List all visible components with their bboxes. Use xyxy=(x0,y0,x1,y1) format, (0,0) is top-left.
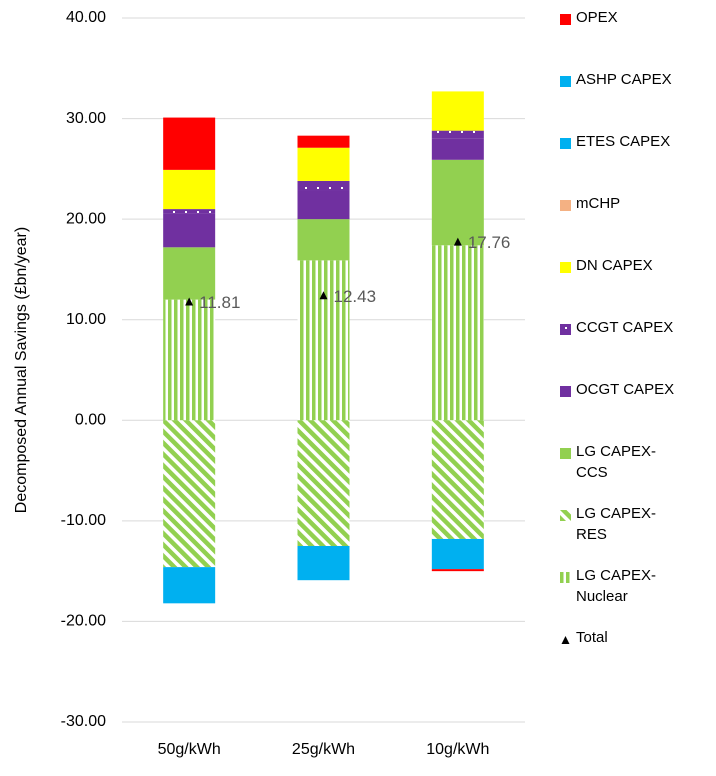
bar-segment xyxy=(431,538,484,570)
x-tick-label: 10g/kWh xyxy=(426,741,489,758)
legend-label: OCGT CAPEX xyxy=(576,381,675,398)
bar-segment xyxy=(163,247,216,300)
total-marker xyxy=(319,291,328,300)
y-tick-label: -20.00 xyxy=(61,613,106,630)
legend-label: Total xyxy=(576,629,608,646)
y-tick-label: 40.00 xyxy=(66,9,106,26)
y-tick-label: 10.00 xyxy=(66,311,106,328)
total-marker xyxy=(453,237,462,246)
bar-segment xyxy=(163,213,216,248)
legend-item: OPEX xyxy=(560,8,618,28)
legend-label: mCHP xyxy=(576,195,621,212)
bar-segment xyxy=(163,117,216,170)
bar-segment xyxy=(431,138,484,160)
bar-segment xyxy=(431,130,484,139)
legend-swatch xyxy=(560,446,571,459)
bar-segment xyxy=(297,180,350,191)
bar-segment xyxy=(431,245,484,421)
y-tick-label: 30.00 xyxy=(66,110,106,127)
x-tick-label: 50g/kWh xyxy=(158,741,221,758)
legend-item: ETES CAPEX xyxy=(560,132,670,152)
bar-segment xyxy=(163,209,216,214)
bar-segment xyxy=(297,190,350,220)
legend-label: LG CAPEX-Nuclear xyxy=(576,567,657,605)
total-label: 12.43 xyxy=(334,287,377,306)
bar-segment xyxy=(297,135,350,148)
legend-swatch xyxy=(560,508,571,521)
total-marker xyxy=(185,297,194,306)
bar-segment xyxy=(163,299,216,421)
legend-label: ASHP CAPEX xyxy=(576,71,672,88)
legend-label: ETES CAPEX xyxy=(576,133,671,150)
chart: Decomposed Annual Savings (£bn/year) -30… xyxy=(13,9,525,758)
legend-swatch xyxy=(560,322,571,335)
bar-segment xyxy=(297,260,350,421)
legend-item: LG CAPEX-RES xyxy=(560,504,681,545)
legend-item: Total xyxy=(560,628,608,648)
legend-item: CCGT CAPEX xyxy=(560,318,673,338)
total-label: 17.76 xyxy=(468,233,511,252)
legend-swatch xyxy=(560,260,571,273)
bar-segment xyxy=(297,546,350,581)
legend-item: ASHP CAPEX xyxy=(560,70,672,90)
legend-item: LG CAPEX-CCS xyxy=(560,442,681,483)
total-label: 11.81 xyxy=(199,293,240,312)
legend-swatch xyxy=(560,12,571,25)
bar-segment xyxy=(163,420,216,568)
legend-swatch xyxy=(560,198,571,211)
legend-swatch xyxy=(560,384,571,397)
legend-item: mCHP xyxy=(560,194,620,214)
legend-label: DN CAPEX xyxy=(576,257,653,274)
bar-segment xyxy=(163,567,216,604)
bar-segment xyxy=(163,169,216,210)
y-tick-label: 0.00 xyxy=(75,412,106,429)
legend-swatch xyxy=(560,74,571,87)
legend-item: DN CAPEX xyxy=(560,256,653,276)
y-tick-label: -30.00 xyxy=(61,713,106,730)
bar-segment xyxy=(431,159,484,246)
legend-label: OPEX xyxy=(576,9,618,26)
x-tick-label: 25g/kWh xyxy=(292,741,355,758)
bar-segment xyxy=(431,569,484,572)
legend-label: LG CAPEX-RES xyxy=(576,505,657,543)
legend-swatch xyxy=(560,570,571,583)
bar-segment xyxy=(297,147,350,181)
bar-segment xyxy=(297,219,350,261)
legend-item: OCGT CAPEX xyxy=(560,380,674,400)
legend-swatch xyxy=(560,136,571,149)
legend-item: LG CAPEX-Nuclear xyxy=(560,566,681,607)
legend-swatch xyxy=(560,632,571,644)
bar-segment xyxy=(431,420,484,539)
legend-label: CCGT CAPEX xyxy=(576,319,674,336)
legend-label: LG CAPEX-CCS xyxy=(576,443,657,481)
y-tick-label: -10.00 xyxy=(61,512,106,529)
y-axis-title: Decomposed Annual Savings (£bn/year) xyxy=(13,227,30,513)
y-tick-label: 20.00 xyxy=(66,210,106,227)
bar-segment xyxy=(297,420,350,546)
bar-segment xyxy=(431,91,484,131)
